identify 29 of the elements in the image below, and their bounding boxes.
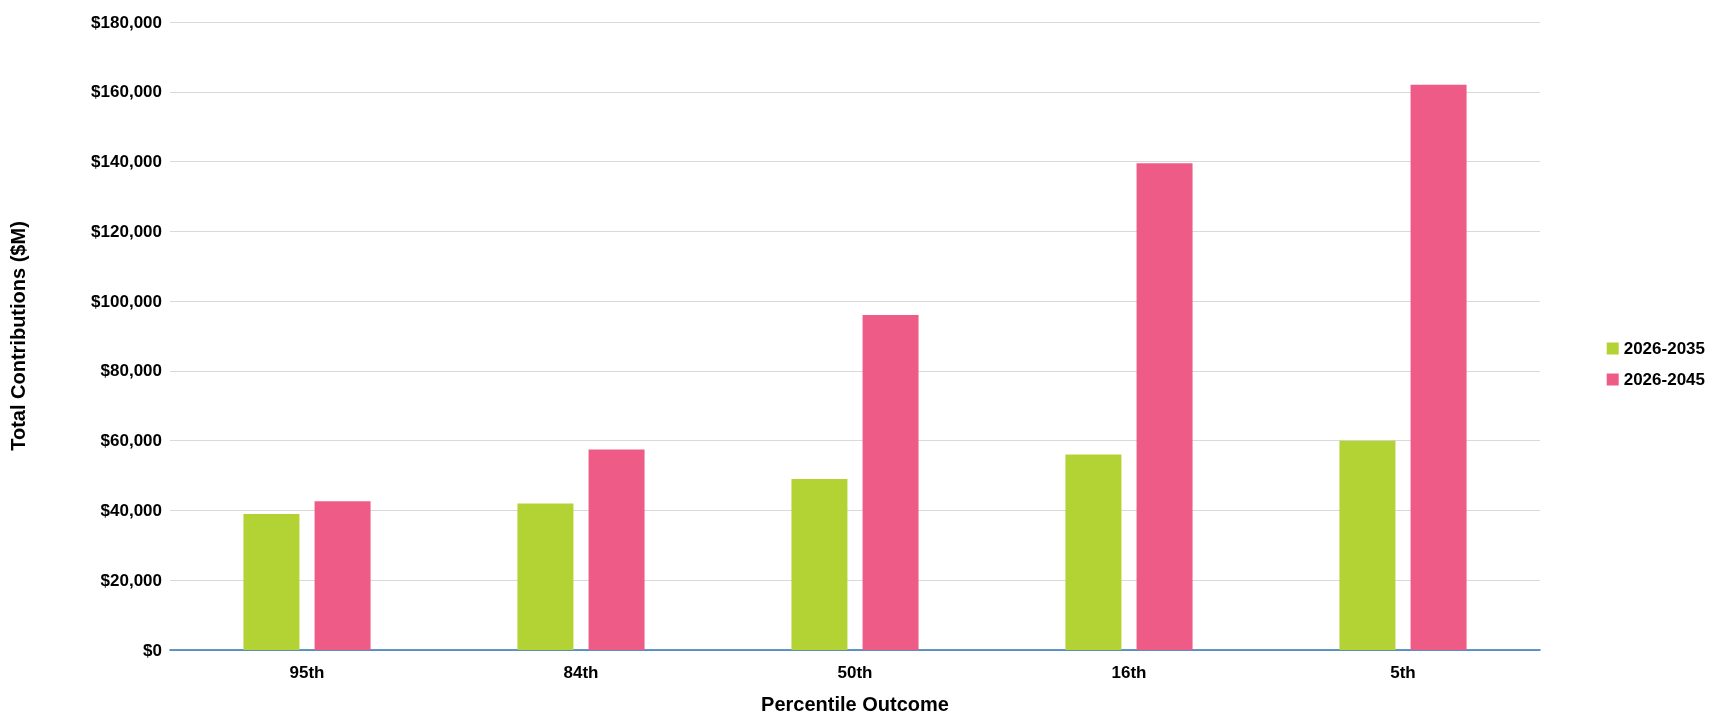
- bar: [1065, 454, 1122, 650]
- bar: [791, 479, 848, 650]
- x-tick-label: 50th: [837, 663, 873, 682]
- x-tick-label: 95th: [289, 663, 325, 682]
- y-tick-label: $0: [143, 640, 162, 660]
- y-tick-label: $180,000: [91, 12, 162, 32]
- bar: [1339, 440, 1396, 650]
- y-tick-label: $100,000: [91, 291, 162, 311]
- x-tick-label: 16th: [1111, 663, 1147, 682]
- bar: [862, 315, 919, 650]
- y-tick-label: $140,000: [91, 152, 162, 172]
- bar: [588, 449, 645, 650]
- y-tick-label: $40,000: [100, 500, 162, 520]
- x-tick-label: 84th: [563, 663, 599, 682]
- y-tick-label: $120,000: [91, 221, 162, 241]
- y-tick-label: $80,000: [100, 361, 162, 381]
- y-tick-label: $160,000: [91, 82, 162, 102]
- bar: [517, 503, 574, 650]
- y-tick-label: $20,000: [100, 570, 162, 590]
- legend-label: 2026-2045: [1623, 370, 1706, 389]
- bar: [243, 513, 300, 650]
- legend-label: 2026-2035: [1623, 339, 1706, 358]
- y-tick-label: $60,000: [100, 431, 162, 451]
- y-axis-title: Total Contributions ($M): [7, 221, 29, 451]
- bar: [1410, 84, 1467, 650]
- x-axis-title: Percentile Outcome: [761, 693, 949, 715]
- bar: [1136, 163, 1193, 650]
- x-tick-label: 5th: [1390, 663, 1416, 682]
- bar: [314, 501, 371, 650]
